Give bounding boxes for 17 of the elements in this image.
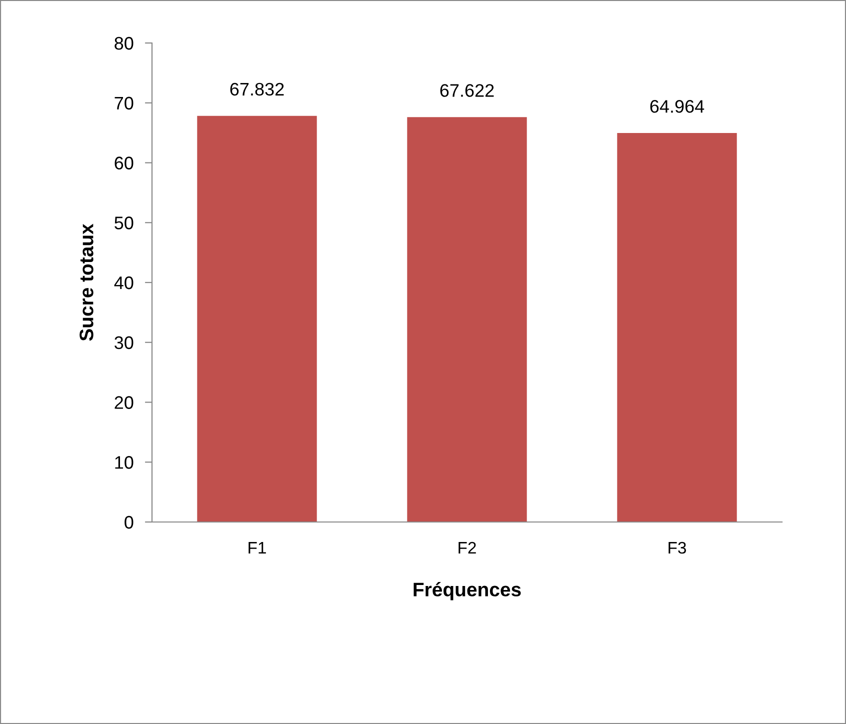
y-tick-label: 10 — [115, 456, 134, 469]
data-label: 67.832 — [230, 82, 284, 96]
y-tick-label: 50 — [114, 216, 134, 230]
y-tick-label: 20 — [114, 396, 134, 409]
y-tick-label: 80 — [114, 36, 134, 50]
data-label: 67.622 — [440, 84, 494, 97]
x-tick-label: F1 — [248, 542, 266, 554]
x-tick-label: F2 — [458, 542, 476, 554]
y-tick-label: 0 — [124, 516, 134, 529]
y-tick-label: 40 — [114, 276, 134, 290]
x-tick-label: F3 — [668, 542, 686, 554]
y-tick-label: 60 — [114, 156, 134, 170]
y-tick-label: 30 — [114, 336, 134, 350]
x-axis-title: Fréquences — [414, 582, 521, 600]
y-axis-title: Sucre totaux — [80, 224, 94, 341]
data-label: 64.964 — [650, 100, 704, 113]
y-tick-label: 70 — [114, 96, 134, 110]
